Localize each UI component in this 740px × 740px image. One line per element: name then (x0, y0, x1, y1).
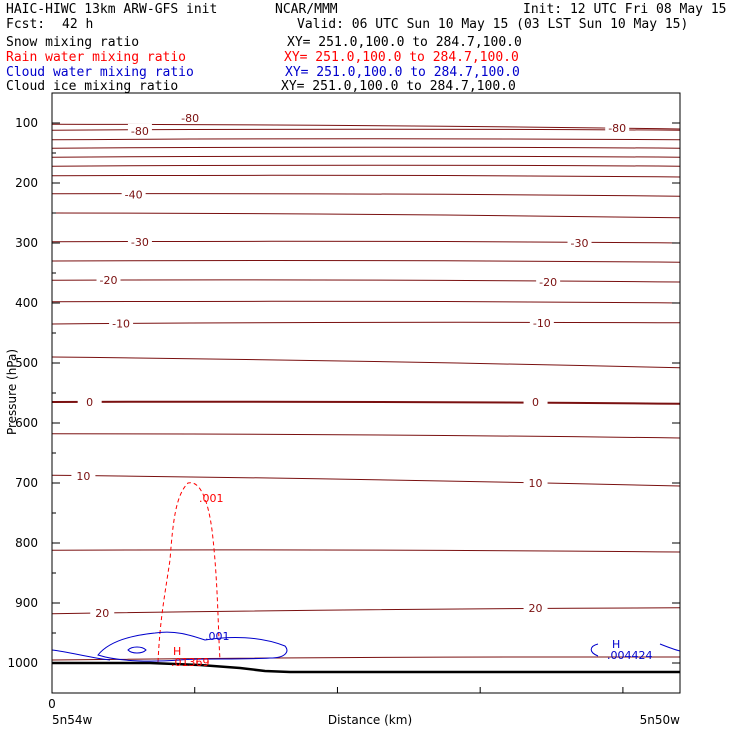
isotherm-line (51, 300, 681, 304)
x-start-label: 5n54w (52, 713, 93, 727)
isotherm-label: -10 (112, 317, 130, 330)
y-tick-label: 700 (15, 476, 38, 490)
isotherm-label: -10 (533, 317, 551, 330)
isotherm-line (51, 212, 681, 219)
y-tick-label: 600 (15, 416, 38, 430)
isotherm-label: 0 (532, 396, 539, 409)
y-tick-label: 1000 (7, 656, 38, 670)
isotherm-line (51, 279, 681, 283)
isotherm-label-background (178, 111, 203, 124)
y-tick-label: 900 (15, 596, 38, 610)
isotherm-line (51, 164, 681, 167)
isotherm-label-background (523, 395, 548, 407)
isotherm-line (51, 607, 681, 615)
isotherm-label-background (605, 120, 630, 133)
cloud-contour-left (97, 631, 288, 662)
mixing-ratio-contour-layer (51, 482, 681, 674)
isotherm-label: -80 (131, 125, 149, 138)
isotherm-label: 20 (95, 607, 109, 620)
isotherm-label: -30 (131, 236, 149, 249)
cloud-peak-value: .004424 (607, 649, 653, 662)
rain-peak-marker: H (173, 645, 181, 658)
isotherm-label-background (529, 315, 554, 328)
isotherm-label-background (127, 234, 152, 247)
field-name-snow: Snow mixing ratio (6, 35, 140, 50)
isotherm-line (51, 549, 681, 553)
terrain-line (52, 661, 680, 674)
field-xy-rain: XY= 251.0,100.0 to 284.7,100.0 (284, 50, 519, 65)
isotherm-line (51, 155, 681, 158)
isotherm-line (51, 174, 681, 178)
y-tick-label: 500 (15, 356, 38, 370)
cloud-contour-ground-left (51, 649, 111, 661)
isotherm-label: -80 (181, 112, 199, 125)
valid-label: Valid: 06 UTC Sun 10 May 15 (03 LST Sun … (297, 17, 689, 32)
y-tick-label: 200 (15, 176, 38, 190)
field-xy-cloud-ice: XY= 251.0,100.0 to 284.7,100.0 (281, 79, 516, 94)
init-label: Init: 12 UTC Fri 08 May 15 (523, 2, 727, 17)
isotherm-line (51, 400, 681, 405)
isotherm-label: -30 (571, 237, 589, 250)
isotherm-line (51, 260, 681, 263)
isotherm-label: 20 (529, 602, 543, 615)
rain-peak-value: .01369 (171, 656, 210, 669)
title-left: HAIC-HIWC 13km ARW-GFS init (6, 2, 218, 17)
field-name-cloud-water: Cloud water mixing ratio (6, 65, 194, 80)
isotherm-label-background (523, 600, 548, 613)
isotherm-label-background (90, 606, 115, 619)
isotherm-label-background (109, 316, 134, 329)
org-label: NCAR/MMM (275, 2, 338, 17)
x-axis-label: Distance (km) (328, 713, 412, 727)
isotherm-label: 10 (76, 470, 90, 483)
x-origin-label: 0 (48, 697, 56, 711)
isotherm-label-background (127, 123, 152, 136)
isotherm-label-background (71, 468, 96, 481)
field-xy-snow: XY= 251.0,100.0 to 284.7,100.0 (287, 35, 522, 50)
contour-label-layer: -80 -80 -80 -40 -30 -30 -20 -20 -10 -10 0 0 10 10 20 20 (71, 111, 630, 620)
isotherm-label-background (536, 275, 561, 287)
field-xy-cloud-water: XY= 251.0,100.0 to 284.7,100.0 (285, 65, 520, 80)
isotherm-label-background (96, 273, 121, 286)
cloud-contour-right (590, 643, 681, 657)
y-axis-label: Pressure (hPa) (5, 349, 19, 435)
fcst-label: Fcst: (6, 17, 46, 32)
isotherm-label: -40 (125, 188, 143, 201)
x-end-label: 5n50w (640, 713, 681, 727)
field-name-cloud-ice: Cloud ice mixing ratio (6, 79, 179, 94)
cloud-contour-label: .001 (205, 630, 230, 643)
rain-contour-label: .001 (199, 492, 224, 505)
isotherm-line (51, 656, 681, 661)
plot-frame (51, 92, 681, 694)
isotherm-line (51, 138, 681, 141)
isotherm-line (51, 356, 681, 369)
y-tick-label: 300 (15, 236, 38, 250)
isotherm-label: -80 (608, 122, 626, 135)
field-name-rain: Rain water mixing ratio (6, 50, 187, 65)
isotherm-label: -20 (100, 274, 118, 287)
isotherm-layer (51, 123, 681, 661)
y-tick-label: 400 (15, 296, 38, 310)
fcst-value: 42 h (62, 17, 94, 32)
isotherm-label-background (567, 236, 592, 248)
isotherm-line (51, 474, 681, 487)
cloud-peak-marker: H (612, 638, 620, 651)
isotherm-line (51, 433, 681, 439)
isotherm-label-background (523, 476, 548, 488)
isotherm-line (51, 193, 681, 197)
isotherm-line (51, 321, 681, 325)
isotherm-label: 10 (529, 477, 543, 490)
rain-contour-outer (157, 482, 221, 663)
isotherm-label: -20 (539, 276, 557, 289)
cloud-contour-small (127, 646, 147, 654)
isotherm-label: 0 (86, 396, 93, 409)
y-tick-label: 100 (15, 116, 38, 130)
y-tick-label: 800 (15, 536, 38, 550)
isotherm-label-background (77, 395, 102, 407)
isotherm-line (51, 146, 681, 149)
isotherm-label-background (121, 187, 146, 200)
